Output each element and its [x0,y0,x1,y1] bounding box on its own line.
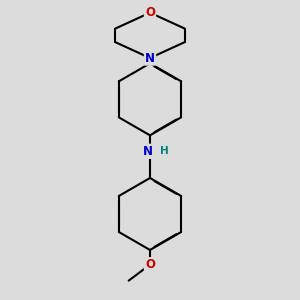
Text: N: N [145,52,155,64]
Text: O: O [145,6,155,19]
Text: H: H [160,146,169,156]
Text: N: N [143,145,153,158]
Text: O: O [145,258,155,271]
